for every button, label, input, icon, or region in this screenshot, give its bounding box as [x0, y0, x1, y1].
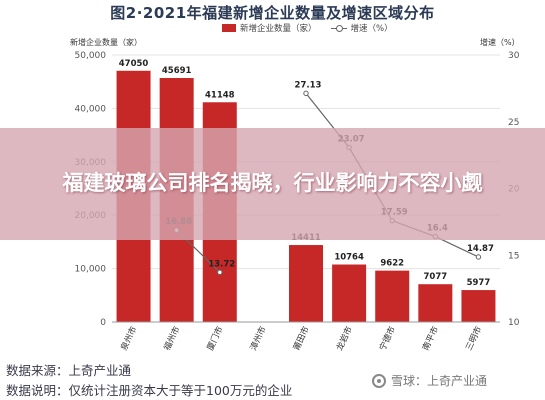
growth-point [475, 254, 482, 260]
bar-南平市 [418, 284, 453, 322]
legend-line-marker [330, 23, 347, 33]
bar-value-label: 10764 [334, 253, 364, 263]
watermark-text: 雪球：上奇产业通 [391, 374, 488, 388]
legend-line-label: 增速（%） [350, 24, 393, 34]
growth-value-label: 14.87 [467, 244, 494, 254]
legend-item-line: 增速（%） [330, 22, 393, 34]
y-tick-label: 50,000 [75, 51, 107, 61]
legend-bar-swatch [222, 24, 236, 32]
y2-tick-label: 10 [508, 318, 520, 328]
x-tick-label: 漳州市 [248, 324, 269, 352]
y-tick-label: 40,000 [75, 104, 107, 114]
snowball-logo-icon [372, 373, 386, 388]
y2-tick-label: 25 [508, 118, 519, 128]
chart-legend: 新增企业数量（家） 增速（%） [222, 21, 393, 35]
growth-value-label: 13.72 [208, 259, 235, 269]
bar-三明市 [461, 290, 496, 322]
data-description-note: 数据说明：仅统计注册资本大于等于100万元的企业 [6, 383, 293, 398]
bar-value-label: 41148 [205, 90, 235, 100]
y-tick-label: 0 [100, 318, 106, 328]
x-tick-label: 宁德市 [377, 324, 398, 352]
x-tick-label: 南平市 [420, 324, 441, 352]
legend-item-bar: 新增企业数量（家） [222, 22, 317, 34]
bar-value-label: 47050 [119, 59, 149, 69]
bar-龙岩市 [332, 264, 367, 322]
legend-bar-label: 新增企业数量（家） [240, 24, 317, 34]
growth-point [217, 269, 223, 276]
y2-tick-label: 30 [508, 51, 520, 61]
bar-宁德市 [375, 270, 410, 322]
chart-title: 图2·2021年福建新增企业数量及增速区域分布 [110, 4, 435, 22]
y2-tick-label: 15 [508, 251, 519, 261]
x-tick-label: 厦门市 [205, 324, 226, 352]
growth-point [303, 90, 309, 97]
x-tick-label: 龙岩市 [334, 324, 355, 352]
y2-axis-label: 增速（%） [480, 38, 520, 47]
bar-莆田市 [289, 245, 323, 322]
x-tick-label: 莆田市 [291, 324, 312, 352]
x-tick-label: 泉州市 [119, 324, 140, 352]
watermark: 雪球：上奇产业通 [372, 372, 487, 389]
overlay-banner [0, 128, 545, 240]
bar-value-label: 7077 [423, 272, 447, 282]
y-tick-label: 10,000 [75, 265, 107, 275]
x-tick-label: 三明市 [463, 324, 484, 352]
y-axis-label: 新增企业数量（家） [70, 38, 142, 47]
data-source-note: 数据来源：上奇产业通 [6, 363, 132, 378]
bar-value-label: 5977 [467, 278, 491, 288]
bar-value-label: 45691 [162, 66, 192, 76]
growth-value-label: 27.13 [295, 80, 322, 90]
overlay-headline: 福建玻璃公司排名揭晓，行业影响力不容小觑 [62, 171, 483, 195]
x-tick-label: 福州市 [162, 324, 183, 352]
bar-value-label: 9622 [380, 259, 404, 269]
